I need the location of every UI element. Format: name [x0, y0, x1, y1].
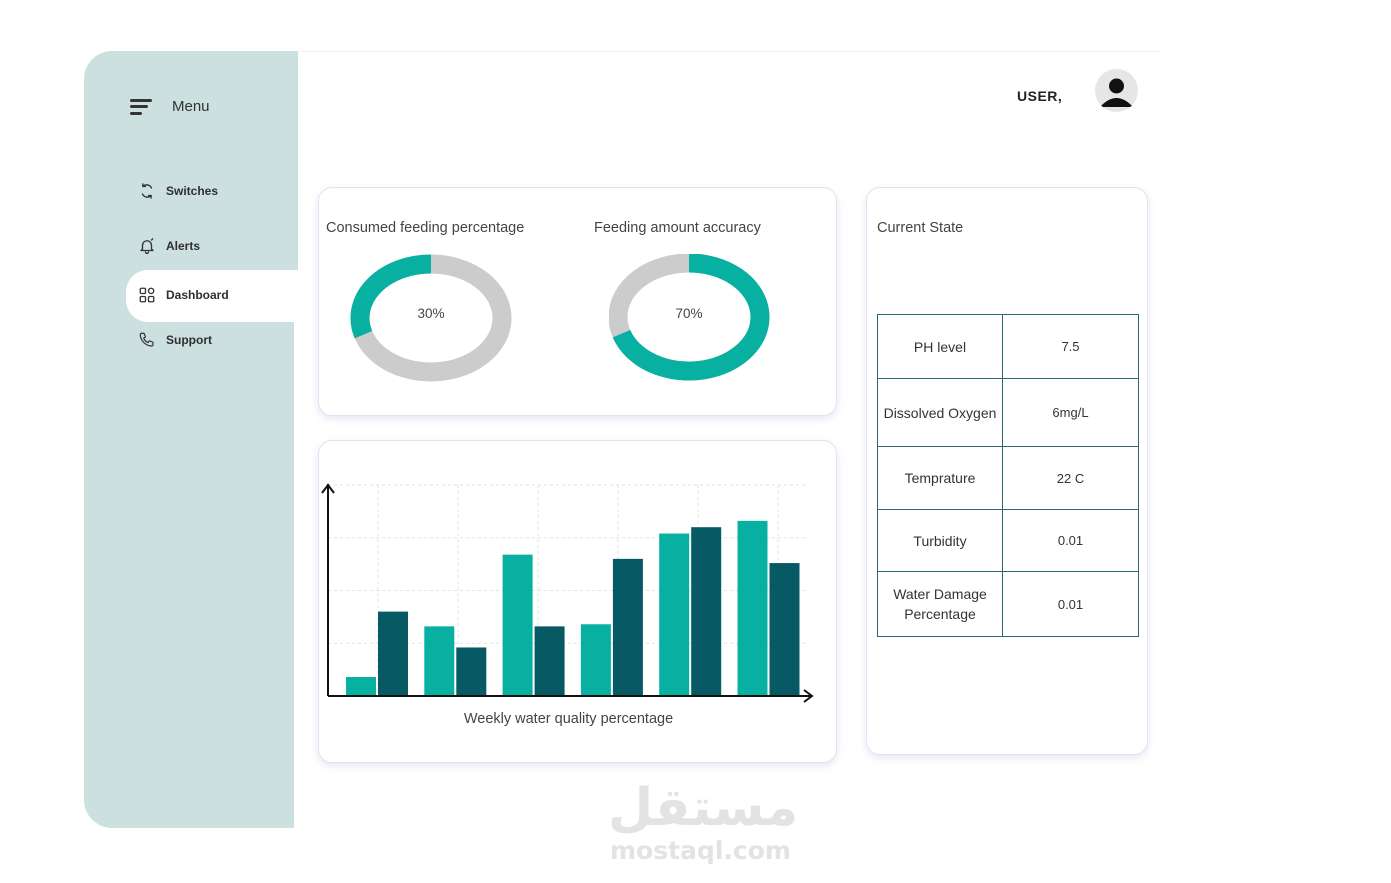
chart-bar	[659, 533, 690, 696]
chart-bar	[534, 626, 565, 696]
user-icon	[1100, 78, 1133, 107]
sidebar-item-label: Alerts	[166, 239, 201, 253]
param-cell: Temprature	[877, 446, 1003, 510]
avatar[interactable]	[1095, 69, 1138, 112]
chart-bar	[456, 647, 487, 696]
user-name: USER,	[1017, 88, 1063, 104]
chart-bar	[737, 520, 768, 696]
param-cell: Water Damage Percentage	[877, 571, 1003, 637]
water-quality-chart	[321, 483, 814, 703]
hamburger-icon	[130, 98, 152, 115]
value-cell: 0.01	[1002, 509, 1139, 572]
consumed-feeding-arc	[350, 254, 432, 339]
chart-bar	[424, 626, 455, 696]
refresh-icon	[141, 183, 153, 199]
watermark-text: mostaql.com	[610, 836, 791, 865]
sidebar-edge	[294, 322, 300, 828]
chart-bar	[769, 563, 800, 696]
feeding-accuracy-title: Feeding amount accuracy	[594, 220, 761, 236]
phone-icon	[139, 332, 154, 347]
sidebar-item-dashboard[interactable]: Dashboard	[138, 286, 229, 304]
sidebar-item-label: Support	[166, 333, 212, 347]
chart-bar	[580, 624, 611, 696]
chart-bar	[612, 558, 643, 696]
bell-icon	[140, 238, 154, 255]
grid-icon	[139, 287, 155, 303]
current-state-title: Current State	[877, 220, 964, 236]
feeding-accuracy-donut	[609, 254, 770, 381]
sidebar-item-label: Dashboard	[166, 288, 229, 302]
consumed-feeding-value: 30%	[417, 306, 445, 321]
consumed-feeding-donut	[350, 254, 512, 382]
sidebar-active-highlight	[126, 270, 298, 322]
sidebar	[84, 51, 298, 828]
param-cell: Dissolved Oxygen	[877, 378, 1003, 447]
chart-caption: Weekly water quality percentage	[463, 711, 674, 727]
chart-bar	[691, 527, 722, 696]
water-quality-card: Weekly water quality percentage	[318, 440, 837, 763]
table-row: Temprature 22 C	[877, 446, 1139, 510]
chart-bar	[378, 611, 408, 696]
menu-toggle[interactable]: Menu	[130, 98, 210, 115]
current-state-table: PH level 7.5 Dissolved Oxygen 6mg/L Temp…	[877, 314, 1139, 637]
table-row: Turbidity 0.01	[877, 509, 1139, 572]
y-axis-arrow-icon	[321, 483, 335, 494]
table-row: PH level 7.5	[877, 314, 1139, 379]
chart-bar	[502, 554, 533, 696]
chart-bar	[346, 677, 376, 696]
value-cell: 6mg/L	[1002, 378, 1139, 447]
sidebar-item-alerts[interactable]: Alerts	[138, 237, 200, 255]
sidebar-item-support[interactable]: Support	[138, 331, 212, 349]
param-cell: Turbidity	[877, 509, 1003, 572]
param-cell: PH level	[877, 314, 1003, 379]
sidebar-item-switches[interactable]: Switches	[138, 182, 218, 200]
current-state-card: Current State PH level 7.5 Dissolved Oxy…	[866, 187, 1148, 755]
value-cell: 22 C	[1002, 446, 1139, 510]
watermark-logo: مستقل	[608, 778, 799, 838]
table-row: Dissolved Oxygen 6mg/L	[877, 378, 1139, 447]
feeding-accuracy-value: 70%	[675, 306, 703, 321]
feeding-card: Consumed feeding percentage Feeding amou…	[318, 187, 837, 416]
menu-label: Menu	[172, 98, 210, 115]
header-divider	[298, 51, 1160, 52]
consumed-feeding-title: Consumed feeding percentage	[326, 220, 525, 236]
sidebar-item-label: Switches	[166, 184, 219, 198]
value-cell: 0.01	[1002, 571, 1139, 637]
x-axis-arrow-icon	[803, 689, 814, 703]
feeding-accuracy-arc	[612, 254, 770, 381]
value-cell: 7.5	[1002, 314, 1139, 379]
table-row: Water Damage Percentage 0.01	[877, 571, 1139, 637]
